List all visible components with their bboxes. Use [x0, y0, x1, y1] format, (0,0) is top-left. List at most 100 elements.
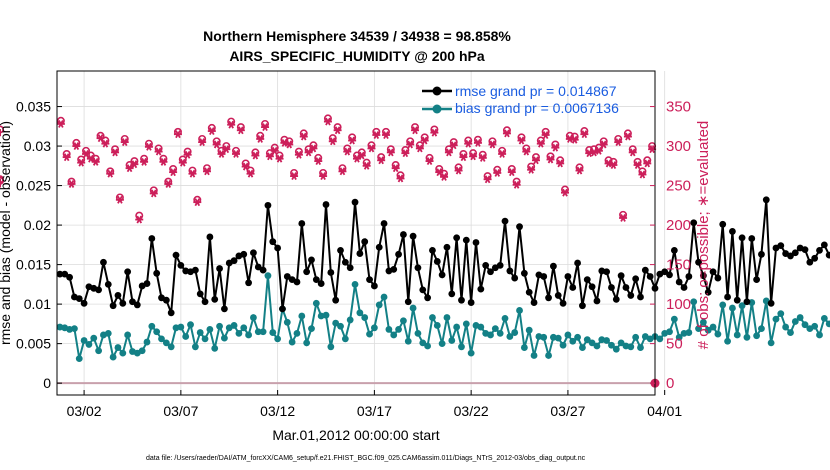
- rmse-point: [448, 290, 456, 298]
- bias-point: [433, 322, 441, 329]
- bias-point: [245, 331, 252, 339]
- rmse-point: [414, 264, 422, 272]
- obs-evaluated-point: [522, 147, 531, 156]
- obs-evaluated-point: [251, 151, 260, 160]
- bias-point: [322, 311, 330, 319]
- bias-point: [380, 293, 388, 301]
- rmse-point: [196, 290, 204, 298]
- rmse-point: [753, 276, 761, 284]
- obs-evaluated-point: [294, 150, 303, 159]
- rmse-point: [104, 280, 112, 288]
- obs-evaluated-point: [478, 153, 487, 162]
- rmse-point: [719, 220, 727, 228]
- bias-point: [153, 328, 161, 336]
- rmse-point: [337, 246, 344, 254]
- rmse-point: [569, 284, 577, 291]
- bias-point: [264, 272, 272, 280]
- bias-point: [477, 323, 485, 331]
- bias-point: [438, 340, 446, 348]
- bias-point: [182, 333, 190, 340]
- rmse-point: [675, 278, 683, 286]
- obs-evaluated-point: [275, 154, 284, 163]
- x-tick-label: 03/12: [260, 403, 295, 419]
- rmse-point: [583, 276, 591, 284]
- obs-evaluated-point: [67, 180, 76, 188]
- obs-evaluated-point: [319, 172, 328, 181]
- rmse-point: [153, 269, 161, 277]
- rmse-point: [124, 268, 132, 276]
- obs-evaluated-point: [227, 120, 236, 129]
- rmse-point: [748, 235, 756, 242]
- bias-point: [738, 302, 746, 310]
- obs-evaluated-point: [415, 144, 424, 153]
- rmse-point: [627, 292, 635, 299]
- obs-evaluated-point: [454, 166, 463, 175]
- rmse-point: [603, 268, 611, 276]
- obs-evaluated-point: [401, 149, 410, 158]
- obs-evaluated-point: [507, 168, 516, 177]
- rmse-point: [191, 266, 199, 274]
- rmse-point: [283, 273, 291, 280]
- bias-point: [230, 322, 238, 329]
- rmse-point: [612, 295, 620, 303]
- bias-point: [303, 339, 311, 347]
- bias-point: [240, 324, 248, 332]
- obs-evaluated-point: [551, 143, 560, 152]
- y-right-tick-label: 50: [666, 336, 683, 353]
- y-left-tick-label: 0.025: [16, 178, 51, 194]
- bias-point: [424, 342, 432, 350]
- obs-evaluated-point: [444, 148, 453, 157]
- obs-evaluated-point: [314, 157, 323, 166]
- rmse-point: [172, 251, 180, 259]
- obs-evaluated-point: [372, 131, 381, 139]
- obs-evaluated-point: [111, 148, 120, 157]
- rmse-point: [559, 299, 567, 307]
- bias-point: [211, 344, 219, 352]
- bias-point: [90, 334, 98, 342]
- rmse-point: [332, 296, 340, 304]
- obs-evaluated-point: [178, 158, 187, 167]
- obs-evaluated-point: [82, 150, 91, 158]
- bias-point: [564, 331, 572, 339]
- obs-evaluated-point: [169, 168, 178, 177]
- rmse-point: [433, 258, 441, 265]
- x-tick-label: 03/07: [163, 403, 198, 419]
- rmse-point: [129, 298, 136, 306]
- rmse-point: [545, 294, 552, 302]
- obs-evaluated-point: [135, 215, 144, 224]
- obs-evaluated-point: [527, 165, 536, 174]
- rmse-point: [637, 293, 644, 301]
- rmse-point: [525, 288, 533, 296]
- bias-point: [588, 339, 596, 347]
- obs-evaluated-point: [594, 146, 603, 155]
- obs-evaluated-point: [362, 161, 371, 170]
- footer-data-file: data file: /Users/raeder/DAI/ATM_forcXX/…: [146, 455, 586, 462]
- rmse-point: [733, 296, 741, 304]
- bias-point: [690, 298, 698, 306]
- bias-point: [385, 326, 393, 333]
- bias-point: [124, 331, 132, 339]
- obs-evaluated-point: [309, 144, 318, 153]
- bias-point: [259, 328, 267, 336]
- bias-point: [520, 344, 528, 351]
- rmse-point: [579, 302, 586, 310]
- bias-point: [216, 322, 223, 330]
- rmse-point: [341, 258, 349, 266]
- bias-point: [545, 352, 552, 359]
- bias-point: [569, 337, 577, 345]
- bias-point: [583, 336, 591, 344]
- obs-evaluated-point: [140, 157, 149, 166]
- bias-point: [419, 339, 427, 347]
- bias-point: [816, 331, 823, 339]
- legend: rmse grand pr = 0.014867 bias grand pr =…: [422, 83, 619, 116]
- bias-point: [167, 343, 175, 351]
- rmse-point: [404, 298, 412, 306]
- bias-point: [753, 332, 761, 340]
- obs-evaluated-point: [459, 153, 468, 162]
- legend-rmse-label: rmse grand pr = 0.014867: [455, 83, 617, 99]
- rmse-point: [327, 269, 335, 276]
- y-right-tick-label: 250: [666, 178, 691, 195]
- rmse-point: [143, 280, 151, 287]
- y-left-tick-label: 0: [43, 375, 51, 391]
